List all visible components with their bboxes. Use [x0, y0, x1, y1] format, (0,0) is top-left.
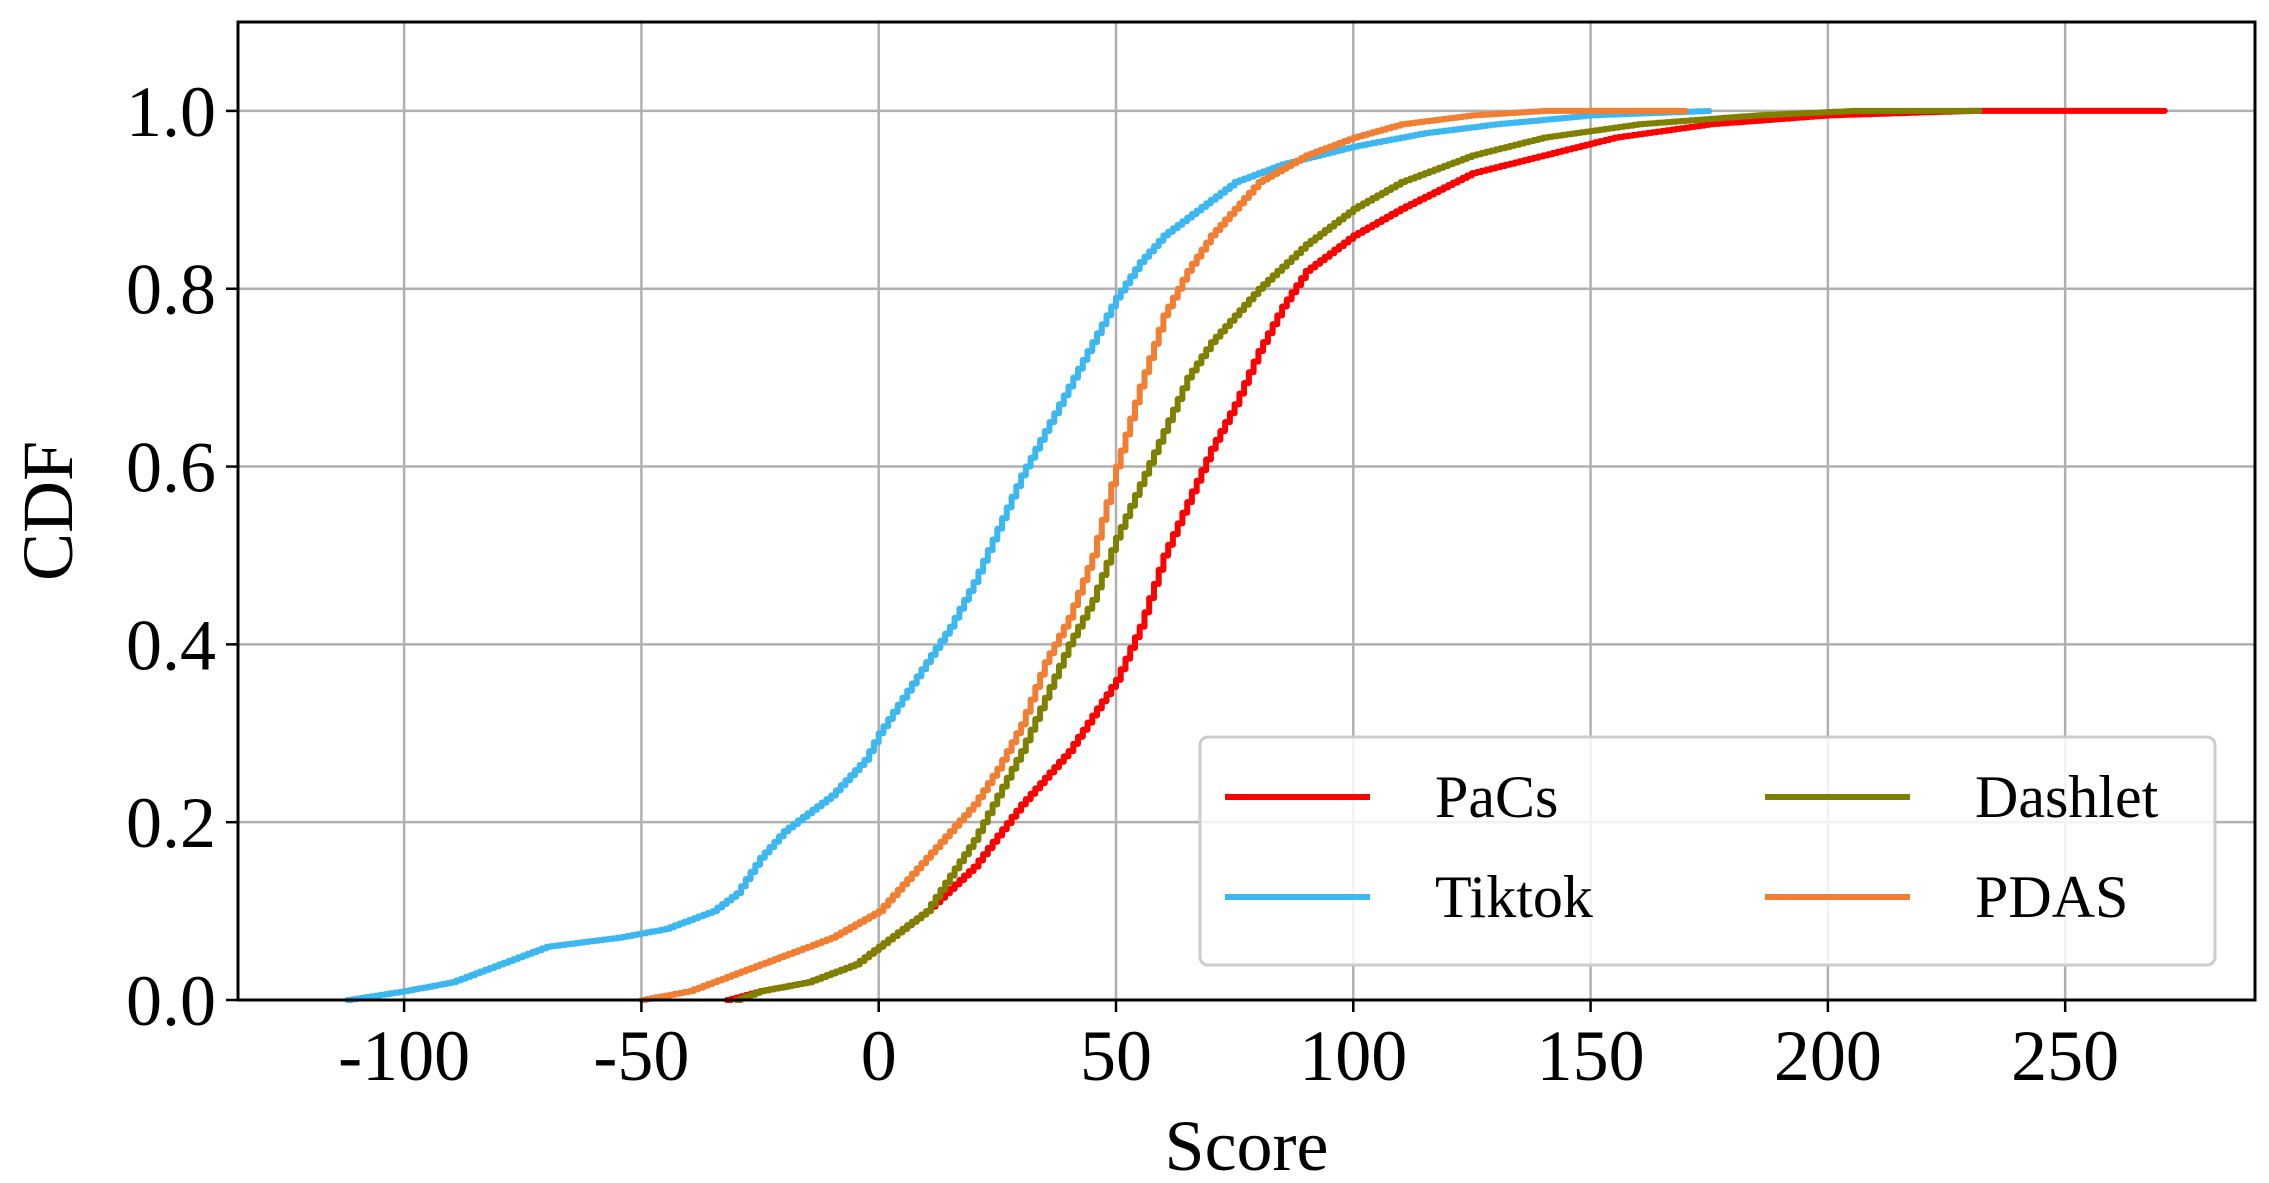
y-tick-label: 0.8	[126, 250, 216, 330]
series-lines	[344, 107, 2168, 1003]
x-tick-label: 150	[1537, 1016, 1645, 1096]
axis-ticks: -100 -50 0 50 100 150 200 250 0.0 0.2 0.4 0.6 0.8 1.0	[126, 72, 2119, 1096]
series-line-pacs	[723, 107, 2168, 1003]
series-line-tiktok	[344, 107, 1713, 1003]
legend-label-dashlet: Dashlet	[1975, 764, 2159, 830]
y-tick-label: 0.0	[126, 961, 216, 1041]
y-axis-title: CDF	[8, 441, 88, 581]
x-tick-label: 50	[1080, 1016, 1152, 1096]
x-tick-label: 200	[1774, 1016, 1882, 1096]
y-tick-label: 0.6	[126, 428, 216, 508]
plot-area-frame	[236, 20, 2257, 1002]
series-line-dashlet	[733, 107, 1983, 1003]
legend-label-pdas: PDAS	[1975, 864, 2128, 930]
y-tick-label: 0.4	[126, 605, 216, 685]
x-tick-label: -100	[338, 1016, 470, 1096]
y-tick-label: 0.2	[126, 783, 216, 863]
x-axis-title: Score	[1165, 1106, 1329, 1183]
x-tick-label: -50	[593, 1016, 689, 1096]
legend-label-tiktok: Tiktok	[1435, 864, 1593, 930]
legend-box	[1198, 735, 2217, 967]
x-tick-label: 0	[861, 1016, 897, 1096]
x-tick-label: 100	[1299, 1016, 1407, 1096]
y-tick-label: 1.0	[126, 72, 216, 152]
series-line-pdas	[638, 107, 1689, 1003]
legend-label-pacs: PaCs	[1435, 764, 1558, 830]
x-tick-label: 250	[2011, 1016, 2119, 1096]
legend: PaCs Tiktok Dashlet PDAS	[1198, 735, 2217, 967]
